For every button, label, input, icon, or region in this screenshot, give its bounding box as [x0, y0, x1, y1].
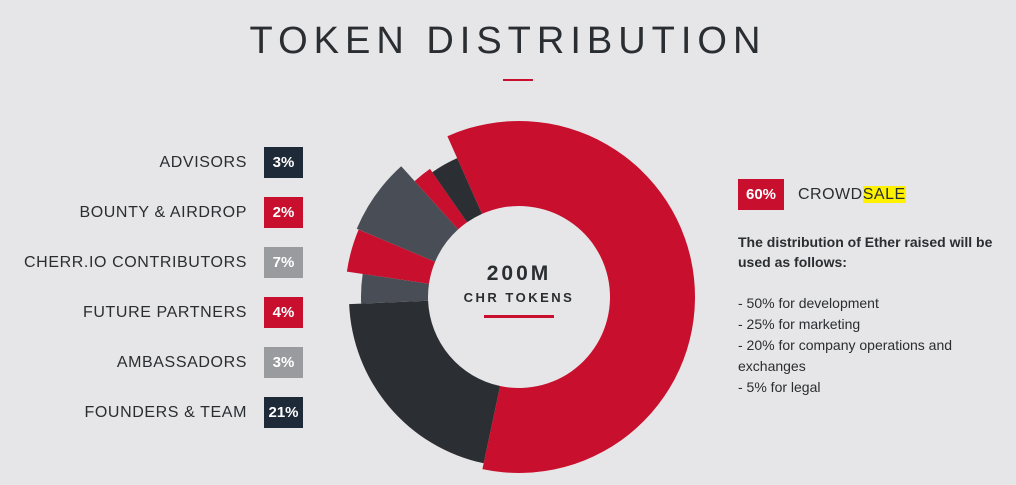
legend-value-badge: 21% — [264, 397, 303, 428]
legend-item: AMBASSADORS 3% — [0, 347, 303, 378]
center-label: CHR TOKENS — [464, 290, 575, 305]
legend-item: FUTURE PARTNERS 4% — [0, 297, 303, 328]
distribution-heading: The distribution of Ether raised will be… — [738, 234, 993, 270]
slice-bounty-airdrop — [414, 168, 468, 230]
legend-label: FUTURE PARTNERS — [83, 304, 247, 321]
legend-item: ADVISORS 3% — [0, 147, 303, 178]
legend-label: FOUNDERS & TEAM — [84, 404, 247, 421]
legend-label: CHERR.IO CONTRIBUTORS — [24, 254, 247, 271]
distribution-list-item: - 25% for marketing — [738, 316, 861, 332]
legend-label: ADVISORS — [159, 154, 247, 171]
slice-ambassadors — [360, 273, 429, 304]
legend-value-badge: 7% — [264, 247, 303, 278]
slice-cherr-io-contributors — [356, 166, 459, 262]
center-divider — [484, 315, 554, 318]
donut-slices — [346, 120, 696, 473]
distribution-list-item: - 5% for legal — [738, 379, 821, 395]
distribution-list: - 50% for development - 25% for marketing… — [738, 293, 1008, 398]
title-divider — [503, 79, 533, 81]
legend-value-badge: 4% — [264, 297, 303, 328]
distribution-list-item: - 50% for development — [738, 295, 879, 311]
slice-advisors — [432, 158, 482, 223]
legend-value-badge: 3% — [264, 347, 303, 378]
slice-future-partners — [346, 229, 436, 284]
legend-item: FOUNDERS & TEAM 21% — [0, 397, 303, 428]
crowdsale-badge: 60% — [738, 179, 784, 210]
center-value: 200M — [487, 262, 552, 285]
distribution-list-item: - 20% for company operations and exchang… — [738, 337, 953, 374]
page-title: TOKEN DISTRIBUTION — [249, 20, 767, 62]
crowdsale-label: CROWDSALE — [798, 179, 906, 210]
slice-founders-team — [349, 300, 501, 464]
crowdsale-label-highlight: SALE — [862, 186, 906, 203]
slice-crowdsale — [447, 120, 696, 473]
legend-value-badge: 3% — [264, 147, 303, 178]
legend-item: BOUNTY & AIRDROP 2% — [0, 197, 303, 228]
legend-label: AMBASSADORS — [116, 354, 247, 371]
legend-value-badge: 2% — [264, 197, 303, 228]
legend-label: BOUNTY & AIRDROP — [79, 204, 247, 221]
crowdsale-label-prefix: CROWD — [798, 186, 863, 203]
legend-item: CHERR.IO CONTRIBUTORS 7% — [0, 247, 303, 278]
